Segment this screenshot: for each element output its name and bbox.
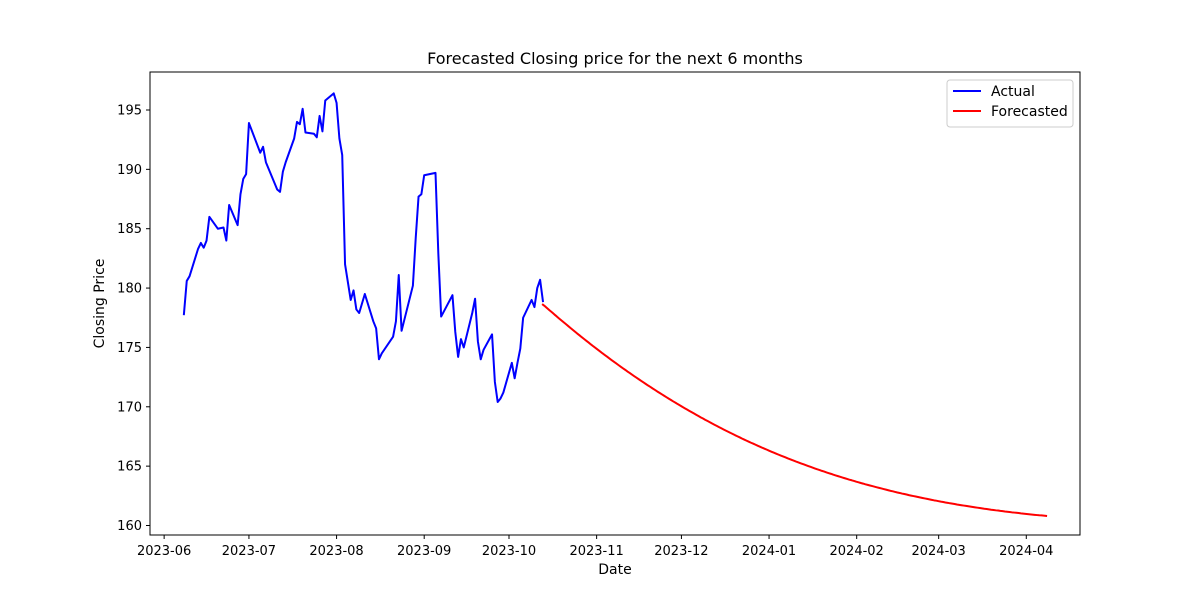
y-axis-ticks: 160 165 170 175 180 185 190 195 [117,103,150,534]
x-tick-label: 2023-09 [397,544,451,559]
chart-title: Forecasted Closing price for the next 6 … [427,49,803,68]
x-axis-ticks: 2023-06 2023-07 2023-08 2023-09 2023-10 2023-… [137,535,1053,559]
x-tick-label: 2024-04 [999,544,1053,559]
x-tick-label: 2024-03 [911,544,965,559]
y-tick-label: 160 [117,519,142,534]
y-tick-label: 195 [117,103,142,118]
y-tick-label: 170 [117,400,142,415]
x-tick-label: 2023-07 [222,544,276,559]
y-tick-label: 180 [117,282,142,297]
legend-label-actual: Actual [991,84,1035,100]
y-tick-label: 175 [117,341,142,356]
series-line-forecasted [541,303,1048,517]
x-axis-label: Date [598,562,631,578]
x-tick-label: 2023-08 [309,544,363,559]
y-tick-label: 165 [117,460,142,475]
x-tick-label: 2023-11 [569,544,623,559]
plot-lines [182,92,1048,517]
x-tick-label: 2024-02 [830,544,884,559]
x-tick-label: 2023-06 [137,544,191,559]
legend-label-forecasted: Forecasted [991,104,1068,120]
x-tick-label: 2023-10 [482,544,536,559]
series-line-actual [182,92,545,404]
plot-area-frame [149,71,1081,536]
x-tick-label: 2024-01 [742,544,796,559]
y-axis-label: Closing Price [92,259,108,349]
y-tick-label: 190 [117,163,142,178]
legend: Actual Forecasted [946,79,1074,128]
y-tick-label: 185 [117,222,142,237]
x-tick-label: 2023-12 [654,544,708,559]
